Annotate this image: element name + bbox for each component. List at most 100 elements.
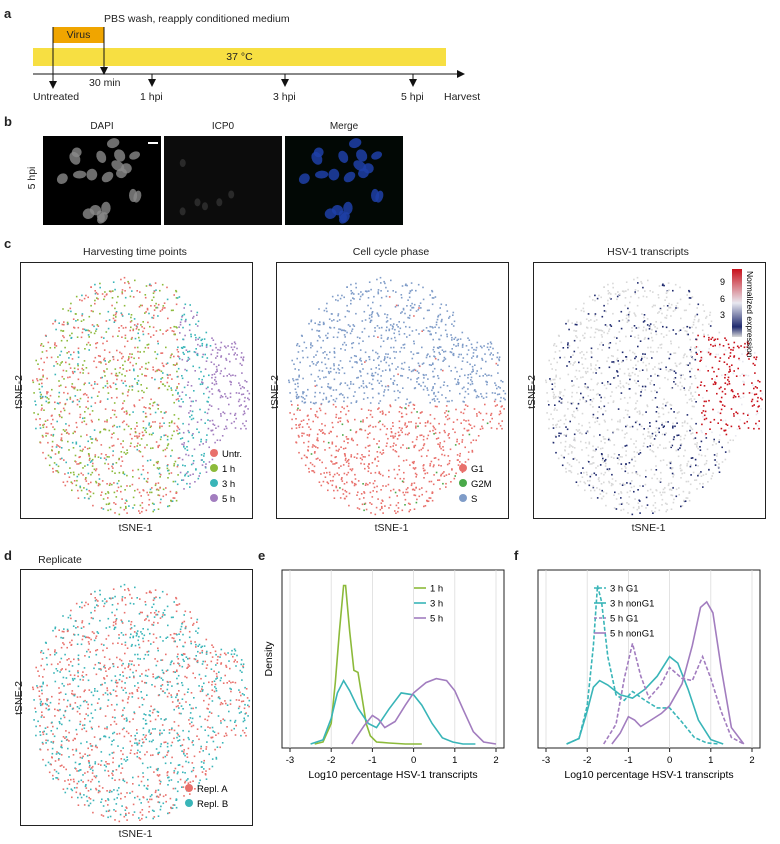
cell-point (152, 296, 155, 299)
cell-point (97, 600, 99, 602)
cell-point (138, 357, 140, 359)
cell-point (394, 339, 397, 342)
cell-point (618, 458, 620, 461)
cell-point (686, 401, 688, 404)
cell-point (394, 477, 396, 480)
cell-point (498, 422, 500, 425)
cell-point (120, 758, 123, 760)
cell-point (638, 410, 641, 412)
cell-point (415, 289, 417, 292)
cell-point (601, 497, 603, 500)
cell-point (377, 313, 379, 316)
cell-point (131, 389, 134, 391)
cell-point (496, 352, 499, 354)
cell-point (422, 464, 425, 467)
cell-point (403, 333, 406, 335)
cell-point (404, 498, 407, 501)
cell-point (106, 386, 109, 389)
cell-point (298, 424, 300, 426)
cell-point (690, 457, 693, 459)
cell-point (664, 404, 667, 407)
cell-point (377, 357, 379, 360)
cell-point (637, 375, 639, 377)
cell-point (177, 474, 179, 476)
cell-point (603, 331, 605, 334)
cell-point (176, 683, 179, 685)
cell-point (372, 426, 374, 428)
cell-point (471, 357, 473, 359)
cell-point (206, 434, 208, 436)
tsne-replicate-plot: Repl. A Repl. B (20, 569, 253, 826)
cell-point (619, 368, 621, 370)
cell-point (689, 483, 692, 486)
cell-point (142, 796, 145, 799)
cell-point (191, 434, 193, 437)
cell-point (383, 391, 385, 393)
cell-point (61, 682, 64, 685)
cell-point (717, 466, 720, 468)
cell-point (564, 440, 567, 443)
cell-point (320, 402, 323, 405)
cell-point (149, 459, 152, 461)
cell-point (571, 395, 573, 398)
panel-label-d: d (4, 548, 12, 563)
cell-point (377, 460, 380, 462)
cell-point (695, 431, 698, 434)
cell-point (176, 465, 179, 468)
cell-point (49, 394, 52, 397)
cell-point (686, 497, 689, 499)
cell-point (663, 491, 666, 494)
cell-point (658, 480, 661, 483)
cell-point (72, 386, 74, 389)
cell-point (328, 447, 331, 449)
cell-point (398, 465, 400, 467)
cell-point (664, 502, 667, 505)
cell-point (430, 480, 433, 483)
cell-point (95, 291, 98, 294)
cell-point (242, 700, 245, 702)
cell-point (600, 396, 602, 399)
cell-point (35, 418, 37, 421)
cell-point (124, 334, 127, 337)
cell-point (94, 438, 97, 441)
cell-point (697, 320, 700, 322)
cell-point (365, 385, 367, 387)
cell-point (392, 290, 394, 292)
cell-point (210, 430, 213, 432)
cell-point (313, 445, 316, 447)
cell-point (389, 318, 392, 320)
cell-point (704, 434, 706, 437)
cell-point (655, 420, 658, 423)
cell-point (637, 282, 639, 284)
cell-point (499, 412, 502, 415)
cell-point (245, 427, 247, 430)
tsne-cycle-title: Cell cycle phase (352, 246, 430, 258)
cell-point (694, 437, 697, 439)
cell-point (186, 446, 188, 448)
cell-point (416, 498, 418, 501)
cell-point (114, 472, 116, 474)
cell-point (130, 735, 132, 737)
cell-point (431, 492, 433, 494)
cell-point (100, 444, 103, 446)
cell-point (155, 441, 158, 443)
cell-point (145, 427, 147, 430)
cell-point (337, 450, 339, 452)
cell-point (688, 297, 691, 299)
cell-point (565, 418, 567, 421)
cell-point (85, 423, 88, 426)
cell-point (121, 460, 124, 462)
cell-point (335, 397, 338, 400)
cell-point (229, 396, 232, 398)
cell-point (689, 376, 692, 378)
cell-point (316, 439, 318, 441)
cell-point (395, 351, 397, 353)
cell-point (638, 423, 641, 426)
cell-point (709, 353, 711, 356)
cell-point (151, 487, 153, 489)
cell-point (220, 370, 222, 372)
cell-point (385, 361, 388, 364)
cell-point (33, 392, 35, 394)
cell-point (699, 482, 701, 485)
cell-point (759, 390, 762, 392)
